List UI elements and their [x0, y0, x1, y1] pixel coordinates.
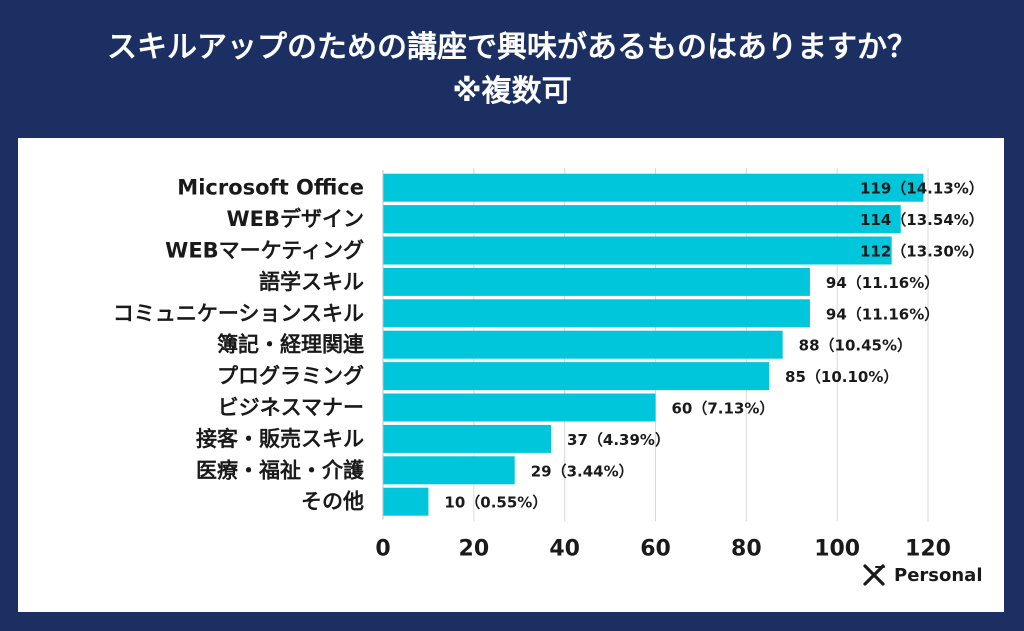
bar-0: [383, 173, 924, 202]
data-label-8: 37（4.39%）: [567, 431, 670, 449]
x-tick-label-100: 100: [814, 536, 860, 561]
brand-name: Personal: [894, 564, 983, 586]
category-label-0: Microsoft Office: [177, 176, 364, 200]
bar-3: [383, 267, 810, 296]
bar-2: [383, 236, 892, 265]
data-label-3: 94（11.16%）: [826, 274, 939, 292]
brand-logo: Personal: [862, 563, 983, 587]
data-label-4: 94（11.16%）: [826, 305, 939, 323]
bar-1: [383, 205, 901, 234]
bar-9: [383, 456, 515, 485]
x-tick-label-0: 0: [375, 536, 390, 561]
category-label-7: ビジネスマナー: [218, 396, 364, 420]
chart-title: スキルアップのための講座で興味があるものはありますか？ ※複数可: [0, 26, 1024, 114]
bar-7: [383, 393, 656, 422]
bar-10: [383, 487, 429, 516]
category-label-9: 医療・福祉・介護: [196, 458, 365, 482]
category-label-6: プログラミング: [217, 364, 364, 388]
category-label-8: 接客・販売スキル: [196, 427, 364, 451]
chart-title-line2: ※複数可: [452, 74, 572, 109]
x-tick-label-60: 60: [640, 536, 671, 561]
chart-title-line1: スキルアップのための講座で興味があるものはありますか？: [107, 30, 917, 65]
data-label-5: 88（10.45%）: [799, 337, 912, 355]
x-tick-label-20: 20: [459, 536, 490, 561]
data-label-0: 119（14.13%）: [860, 180, 984, 198]
data-label-1: 114（13.54%）: [860, 211, 984, 229]
data-label-2: 112（13.30%）: [860, 243, 984, 261]
category-label-10: その他: [301, 490, 364, 514]
bar-5: [383, 330, 783, 359]
category-label-2: WEBマーケティング: [165, 239, 364, 263]
data-label-9: 29（3.44%）: [531, 462, 634, 480]
category-label-3: 語学スキル: [259, 270, 364, 294]
data-label-7: 60（7.13%）: [672, 400, 775, 418]
data-label-6: 85（10.10%）: [785, 368, 898, 386]
bar-4: [383, 299, 810, 328]
x-tick-label-120: 120: [905, 536, 951, 561]
x-tick-label-80: 80: [731, 536, 762, 561]
x-tick-label-40: 40: [549, 536, 580, 561]
bar-8: [383, 424, 552, 453]
data-label-10: 10（0.55%）: [444, 494, 547, 512]
category-label-1: WEBデザイン: [226, 207, 364, 231]
category-label-4: コミュニケーションスキル: [113, 301, 364, 325]
x-mark-icon: [863, 564, 885, 586]
bar-6: [383, 362, 770, 391]
category-label-5: 簿記・経理関連: [217, 333, 365, 357]
